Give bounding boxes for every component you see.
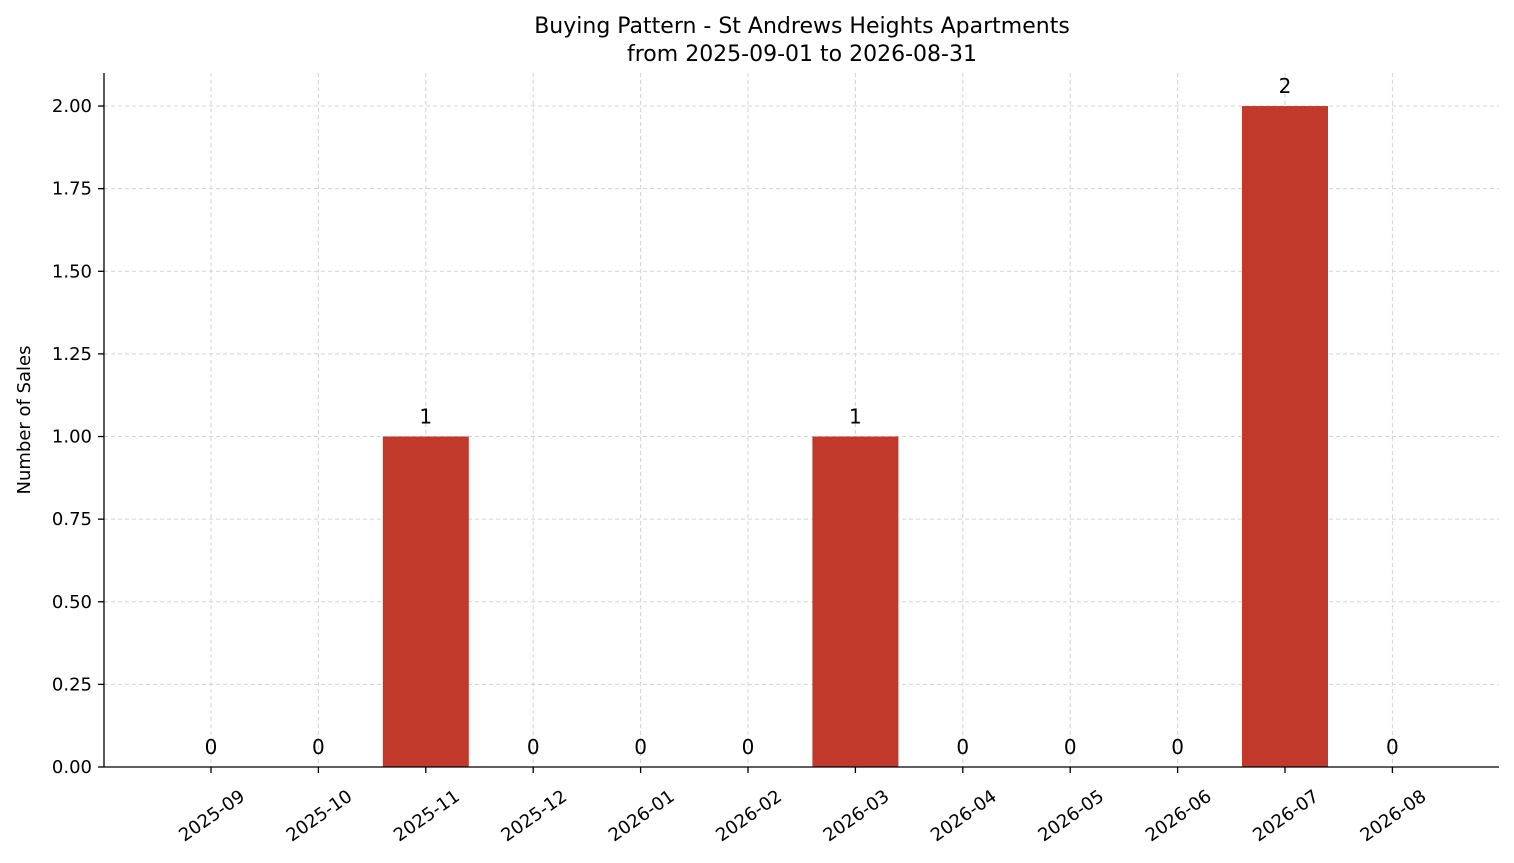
data-label-2025-11: 1 xyxy=(419,405,432,429)
x-tick-label-2025-09: 2025-09 xyxy=(175,786,249,846)
y-tick-label: 0.25 xyxy=(52,674,92,695)
data-label-2026-03: 1 xyxy=(849,405,862,429)
y-tick-label: 0.75 xyxy=(52,509,92,530)
data-labels-layer: 0 0 1 0 0 0 1 0 0 0 2 0 xyxy=(205,74,1399,759)
x-tick-label-2026-07: 2026-07 xyxy=(1249,786,1323,846)
x-tick-label-2026-05: 2026-05 xyxy=(1034,786,1108,846)
x-tick-label-2025-10: 2025-10 xyxy=(283,786,357,846)
y-tick-label: 0.50 xyxy=(52,592,92,613)
y-tick-label: 2.00 xyxy=(52,96,92,117)
data-label-2026-02: 0 xyxy=(742,735,755,759)
x-tick-label-2026-08: 2026-08 xyxy=(1357,786,1431,846)
x-tick-label-2026-03: 2026-03 xyxy=(820,786,894,846)
data-label-2026-04: 0 xyxy=(956,735,969,759)
x-tick-label-2026-04: 2026-04 xyxy=(927,786,1001,846)
x-ticks-layer: 2025-09 2025-10 2025-11 2025-12 2026-01 2026-… xyxy=(175,767,1430,846)
data-label-2025-10: 0 xyxy=(312,735,325,759)
y-tick-label: 0.00 xyxy=(52,757,92,778)
y-tick-label: 1.50 xyxy=(52,261,92,282)
y-ticks-layer: 0.00 0.25 0.50 0.75 1.00 1.25 1.50 1.75 2.00 xyxy=(52,96,104,778)
y-axis-label: Number of Sales xyxy=(14,345,35,494)
x-tick-label-2025-11: 2025-11 xyxy=(390,786,464,846)
bars-layer xyxy=(382,106,1328,768)
data-label-2026-01: 0 xyxy=(634,735,647,759)
data-label-2026-06: 0 xyxy=(1171,735,1184,759)
data-label-2026-08: 0 xyxy=(1386,735,1399,759)
bar-2026-07 xyxy=(1242,106,1328,768)
data-label-2025-12: 0 xyxy=(527,735,540,759)
x-tick-label-2026-02: 2026-02 xyxy=(712,786,786,846)
chart-title: Buying Pattern - St Andrews Heights Apar… xyxy=(534,14,1070,39)
x-tick-label-2026-06: 2026-06 xyxy=(1142,786,1216,846)
bar-2026-03 xyxy=(812,436,899,767)
data-label-2025-09: 0 xyxy=(205,735,218,759)
x-tick-label-2025-12: 2025-12 xyxy=(497,786,571,846)
y-tick-label: 1.00 xyxy=(52,427,92,448)
y-tick-label: 1.75 xyxy=(52,179,92,200)
x-tick-label-2026-01: 2026-01 xyxy=(605,786,679,846)
data-label-2026-05: 0 xyxy=(1064,735,1077,759)
bar-2025-11 xyxy=(382,436,469,767)
chart-subtitle: from 2025-09-01 to 2026-08-31 xyxy=(627,42,977,67)
y-tick-label: 1.25 xyxy=(52,344,92,365)
data-label-2026-07: 2 xyxy=(1279,74,1292,98)
